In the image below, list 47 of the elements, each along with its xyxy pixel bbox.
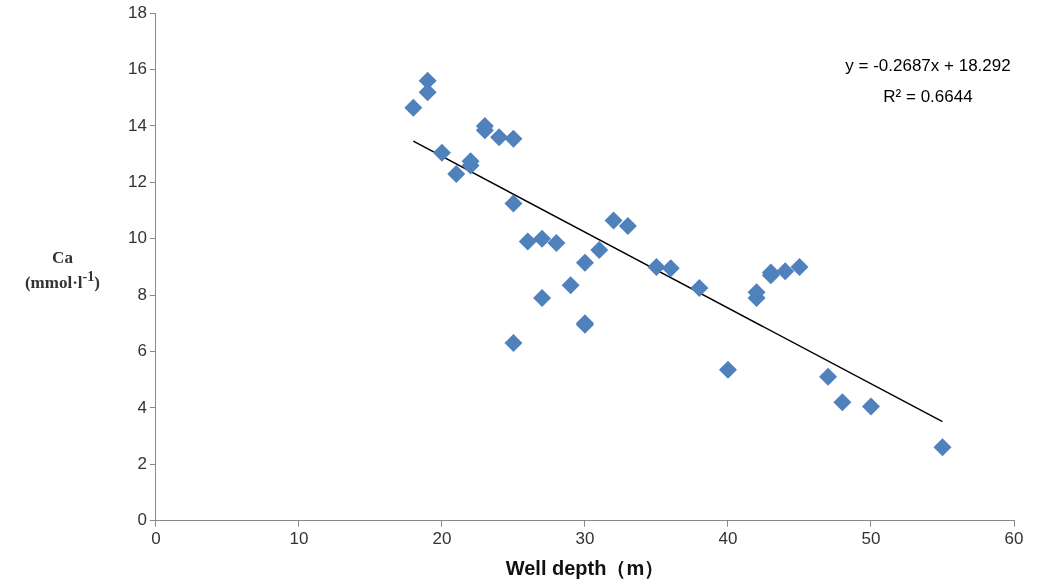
point bbox=[718, 360, 737, 379]
y-tick-label: 10 bbox=[127, 228, 147, 248]
point bbox=[647, 257, 666, 276]
point bbox=[690, 279, 709, 298]
point bbox=[590, 240, 609, 259]
y-tick-label: 18 bbox=[127, 2, 147, 22]
y-tick-label: 14 bbox=[127, 115, 147, 135]
y-axis-title: Ca (mmol·l$^{-1}$) bbox=[23, 248, 102, 293]
y-tick-label: 16 bbox=[127, 59, 147, 79]
point bbox=[933, 438, 952, 457]
x-tick-label: 30 bbox=[575, 529, 595, 549]
point bbox=[518, 232, 537, 251]
x-tick-label: 0 bbox=[151, 529, 161, 549]
y-tick-label: 6 bbox=[137, 341, 147, 361]
point bbox=[661, 259, 680, 278]
point bbox=[533, 288, 552, 307]
point bbox=[833, 393, 852, 412]
point bbox=[490, 128, 509, 147]
point bbox=[504, 334, 523, 353]
y-tick-label: 8 bbox=[137, 284, 147, 304]
point bbox=[533, 229, 552, 248]
point bbox=[604, 211, 623, 230]
point bbox=[504, 194, 523, 213]
annotation: R² = 0.6644 bbox=[883, 86, 973, 106]
y-tick-label: 4 bbox=[137, 397, 147, 417]
y-tick-label: 2 bbox=[137, 453, 147, 473]
point bbox=[447, 164, 466, 183]
x-tick-label: 40 bbox=[718, 529, 738, 549]
x-tick-label: 20 bbox=[432, 529, 452, 549]
point bbox=[819, 367, 838, 386]
annotation: y = -0.2687x + 18.292 bbox=[845, 55, 1011, 75]
point bbox=[790, 257, 809, 276]
point bbox=[547, 233, 566, 252]
x-tick-label: 50 bbox=[861, 529, 881, 549]
y-tick-label: 12 bbox=[127, 172, 147, 192]
point bbox=[504, 129, 523, 148]
point bbox=[432, 143, 451, 162]
x-tick-label: 60 bbox=[1004, 529, 1024, 549]
y-tick-label: 0 bbox=[137, 510, 147, 530]
point bbox=[561, 276, 580, 295]
point bbox=[618, 217, 637, 236]
point bbox=[575, 253, 594, 272]
point bbox=[404, 98, 423, 117]
x-axis-title: Well depth（m） bbox=[505, 556, 665, 579]
point bbox=[861, 397, 880, 416]
x-tick-label: 10 bbox=[289, 529, 309, 549]
point bbox=[776, 262, 795, 281]
